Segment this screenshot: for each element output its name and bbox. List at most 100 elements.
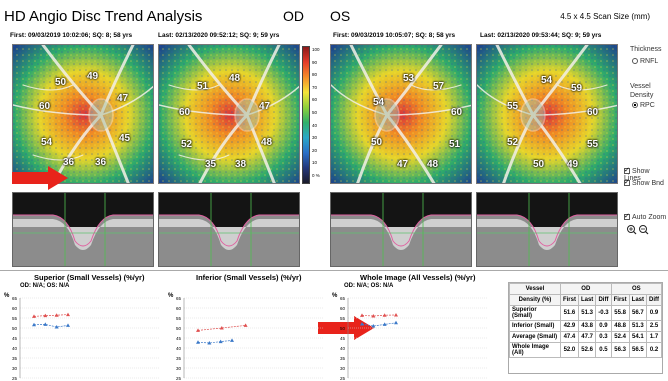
table-row: Superior (Small) 51.6 51.3 -0.3 55.8 56.7 0.9 [509, 305, 662, 321]
table-header: First [610, 294, 630, 306]
od-first-map[interactable]: 50 49 60 47 54 45 36 36 [12, 44, 154, 184]
sector-value: 49 [567, 159, 579, 170]
table-header: OD [559, 283, 612, 295]
table-cell: 52.4 [610, 331, 630, 343]
sector-value: 53 [403, 73, 415, 84]
rnfl-label: RNFL [640, 58, 659, 65]
page-title: HD Angio Disc Trend Analysis [4, 8, 203, 25]
y-tick-label: 60 [12, 306, 18, 311]
data-point [196, 328, 200, 332]
od-last-bscan[interactable] [158, 192, 300, 267]
superior-chart-sub: OD: N/A; OS: N/A [20, 283, 70, 289]
y-tick-label: 55 [176, 316, 182, 321]
y-tick-label: 30 [340, 366, 346, 371]
y-tick-label: 65 [176, 296, 182, 301]
os-first-bscan[interactable] [330, 192, 472, 267]
table-cell: 56.3 [610, 342, 630, 358]
table-cell: 2.5 [646, 320, 662, 332]
table-cell: 51.3 [628, 320, 648, 332]
scale-tick: 30 [312, 135, 318, 141]
table-header: Diff [646, 294, 662, 306]
sector-value: 50 [533, 159, 545, 170]
os-first-map[interactable]: 53 57 54 60 50 51 47 48 [330, 44, 472, 184]
scale-tick: 100 [312, 47, 320, 52]
table-cell: Superior (Small) [509, 305, 561, 321]
data-point [54, 313, 59, 317]
series-line [361, 322, 397, 327]
sector-value: 54 [373, 97, 385, 108]
auto-zoom-toggle[interactable]: Auto Zoom [624, 212, 667, 221]
data-point [43, 313, 48, 318]
show-lines-toggle[interactable]: Show Lines [624, 166, 668, 182]
data-point [394, 320, 398, 325]
table-header: OS [610, 283, 663, 295]
checkbox-checked-icon[interactable] [624, 178, 630, 187]
sector-value: 47 [397, 159, 409, 170]
y-tick-label: 60 [340, 306, 346, 311]
table-header: Density (%) [509, 294, 561, 306]
zoom-in-icon[interactable] [627, 225, 637, 235]
rnfl-option[interactable]: RNFL [632, 58, 658, 65]
scale-tick: 40 [312, 122, 318, 128]
data-point [32, 322, 36, 327]
data-point [382, 313, 387, 317]
sector-value: 60 [39, 101, 51, 112]
rpc-option[interactable]: RPC [632, 102, 655, 109]
table-cell: 43.8 [577, 320, 597, 332]
sector-value: 48 [229, 73, 241, 84]
show-bnd-label: Show Bnd [632, 180, 664, 187]
data-point [32, 314, 36, 318]
od-label: OD [283, 8, 304, 24]
y-tick-label: 60 [176, 306, 182, 311]
data-point [371, 314, 376, 318]
os-last-exam: Last: 02/13/2020 09:53:44; SQ: 9; 59 yrs [480, 32, 602, 39]
y-tick-label: 45 [176, 336, 182, 341]
rpc-label: RPC [640, 102, 655, 109]
y-tick-label: 40 [340, 346, 346, 351]
zoom-out-icon[interactable] [639, 225, 649, 235]
y-tick-label: 40 [12, 346, 18, 351]
od-last-exam: Last: 02/13/2020 09:52:12; SQ: 9; 59 yrs [158, 32, 280, 39]
checkbox-checked-icon[interactable] [624, 212, 630, 221]
sector-value: 36 [95, 157, 107, 168]
radio-selected-icon[interactable] [632, 102, 638, 109]
table-cell: 0.5 [595, 342, 612, 358]
os-label: OS [330, 8, 351, 24]
color-scale-bar [302, 46, 310, 184]
od-last-map[interactable]: 51 48 60 47 52 48 35 38 [158, 44, 300, 184]
table-header: Last [628, 294, 648, 306]
auto-zoom-label: Auto Zoom [632, 214, 667, 221]
y-tick-label: 50 [176, 326, 182, 331]
scale-tick: 0 % [312, 172, 320, 178]
data-point [218, 339, 223, 344]
series-line [197, 325, 246, 331]
color-scale-labels: 100 90 80 70 60 50 40 30 20 10 0 % [312, 44, 320, 183]
table-cell: 47.7 [577, 331, 597, 343]
table-header: Last [577, 294, 597, 306]
checkbox-checked-icon[interactable] [624, 166, 630, 175]
sector-value: 49 [87, 71, 99, 82]
zoom-controls [627, 225, 649, 235]
table-cell: 0.9 [646, 305, 662, 321]
table-cell: 52.6 [577, 342, 597, 358]
y-tick-label: 50 [340, 326, 346, 331]
sector-value: 50 [55, 77, 67, 88]
os-first-exam: First: 09/03/2019 10:05:07; SQ: 8; 58 yr… [333, 32, 456, 39]
table-row: Inferior (Small) 42.9 43.8 0.9 48.8 51.3 2.5 [509, 320, 662, 332]
data-point [243, 323, 248, 327]
y-tick-label: 65 [340, 296, 346, 301]
data-point [219, 326, 224, 330]
sector-value: 60 [587, 107, 599, 118]
os-last-map[interactable]: 54 59 55 60 52 55 50 49 [476, 44, 618, 184]
table-cell: 1.7 [646, 331, 662, 343]
table-cell: 0.2 [646, 342, 662, 358]
sector-value: 50 [371, 137, 383, 148]
od-first-bscan[interactable] [12, 192, 154, 267]
thickness-label: Thickness [630, 46, 662, 53]
sector-value: 57 [433, 81, 445, 92]
od-first-exam: First: 09/03/2019 10:02:06; SQ: 8; 58 yr… [10, 32, 133, 39]
sector-value: 55 [507, 101, 519, 112]
os-last-bscan[interactable] [476, 192, 618, 267]
show-bnd-toggle[interactable]: Show Bnd [624, 178, 664, 187]
radio-icon[interactable] [632, 58, 638, 65]
